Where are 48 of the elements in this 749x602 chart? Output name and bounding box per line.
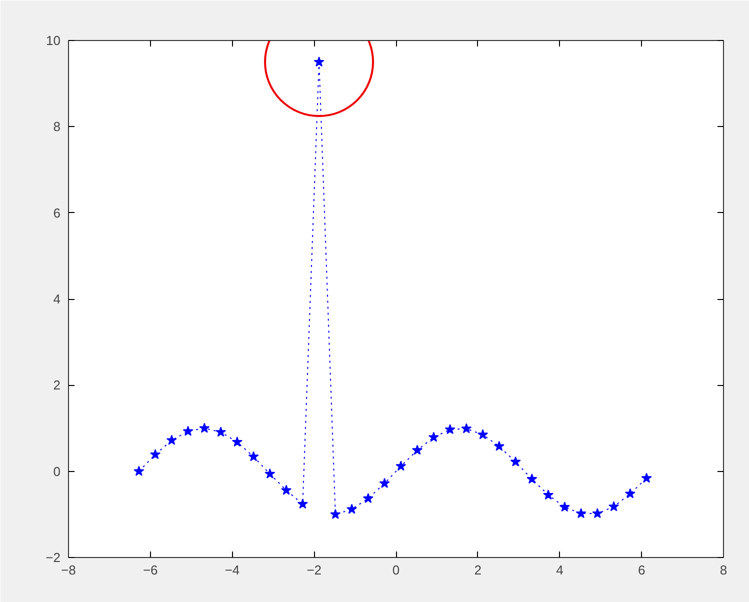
x-tick-label: 0: [392, 562, 400, 578]
point: [478, 429, 488, 440]
point: [166, 434, 177, 445]
x-tick-label: 6: [638, 562, 646, 578]
point: [559, 502, 570, 512]
point: [526, 474, 538, 484]
point: [379, 478, 390, 488]
point: [281, 484, 292, 495]
y-tick-label: 4: [53, 292, 61, 306]
point: [232, 436, 242, 447]
point: [412, 444, 423, 455]
point: [297, 498, 308, 509]
y-tick-label: 6: [53, 205, 61, 220]
x-tick-label: 2: [474, 562, 482, 578]
point: [346, 504, 358, 514]
point: [592, 508, 603, 518]
point: [624, 488, 636, 498]
point: [362, 492, 374, 504]
point: [216, 426, 226, 437]
point: [134, 466, 144, 476]
point: [396, 460, 406, 471]
point: [330, 508, 341, 519]
point: [182, 426, 194, 436]
point: [494, 440, 504, 451]
y-tick-label: 10: [46, 33, 61, 48]
point: [608, 501, 620, 512]
point: [264, 468, 276, 478]
y-tick-label: 0: [53, 464, 61, 479]
point: [150, 449, 161, 460]
point: [248, 451, 259, 462]
point: [461, 423, 472, 434]
x-tick-label: −4: [224, 562, 240, 578]
x-tick-label: −2: [306, 562, 322, 578]
x-tick-label: 8: [720, 562, 728, 578]
point: [543, 490, 554, 500]
y-tick-label: 8: [53, 119, 61, 134]
point: [576, 508, 586, 518]
point: [641, 472, 652, 483]
point: [428, 432, 439, 442]
x-tick-label: −8: [61, 562, 76, 578]
y-tick-label: 2: [53, 378, 61, 393]
y-tick-label: −2: [46, 550, 61, 565]
point: [444, 424, 456, 434]
x-tick-label: 4: [556, 562, 564, 578]
x-tick-label: −6: [142, 562, 158, 578]
point: [510, 456, 521, 466]
point: [199, 422, 210, 433]
point: [314, 56, 324, 67]
